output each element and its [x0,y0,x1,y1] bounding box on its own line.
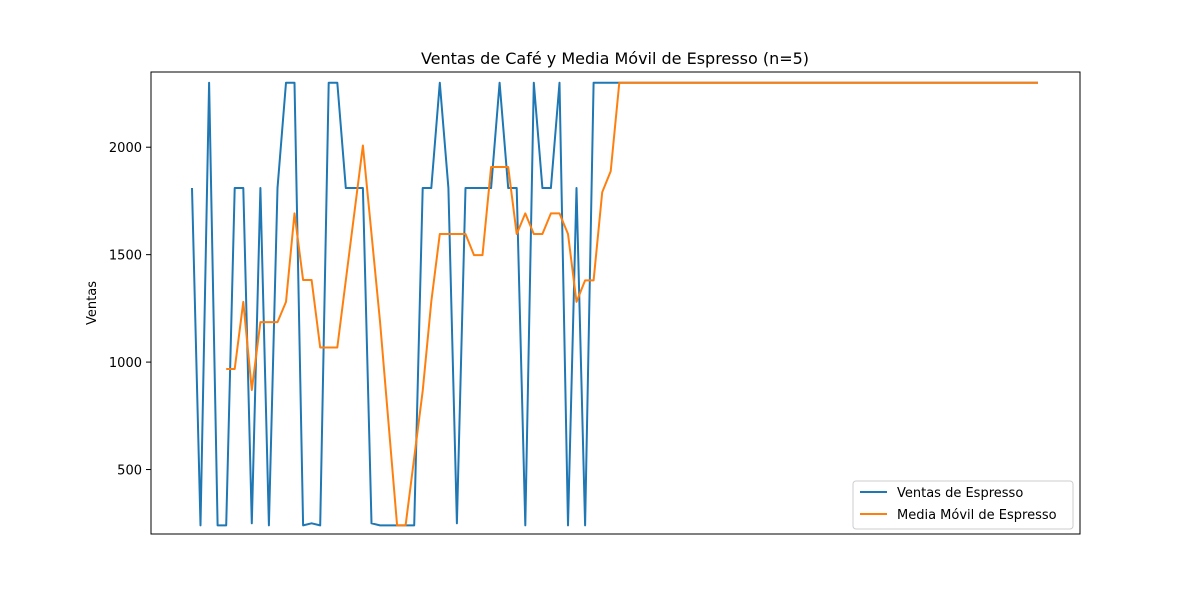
legend-label-espresso: Ventas de Espresso [897,486,1023,501]
y-tick-label: 2000 [109,141,142,156]
y-tick-label: 1000 [109,356,142,371]
plot-frame [150,71,1081,535]
y-tick-label: 500 [117,464,142,479]
y-axis-label: Ventas [85,281,100,325]
y-tick-label: 1500 [109,249,142,264]
legend-box [852,480,1074,530]
series-line-espresso-moving-average [226,81,1038,527]
legend: Ventas de Espresso Media Móvil de Espres… [852,480,1074,530]
legend-label-moving-average: Media Móvil de Espresso [897,508,1057,523]
plot-area: 500 1000 1500 2000 [109,71,1081,535]
chart-title: Ventas de Café y Media Móvil de Espresso… [421,49,809,68]
